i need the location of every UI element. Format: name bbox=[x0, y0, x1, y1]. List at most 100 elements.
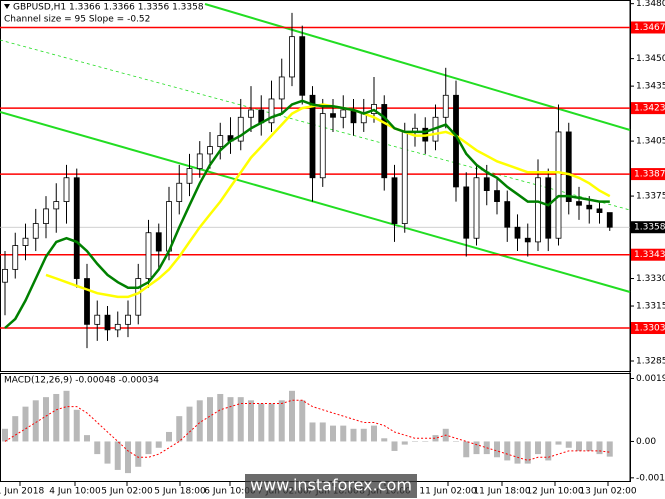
level-label: 1.3423 bbox=[634, 104, 665, 114]
level-label: 1.3303 bbox=[634, 324, 665, 334]
macd-bar bbox=[319, 422, 326, 442]
candle-body bbox=[125, 314, 131, 325]
macd-bar bbox=[432, 435, 439, 442]
level-label: 1.3387 bbox=[634, 170, 665, 180]
candle-body bbox=[268, 98, 275, 124]
candle-body bbox=[596, 208, 603, 213]
candle-body bbox=[237, 116, 244, 142]
macd-bar bbox=[278, 400, 285, 442]
macd-bar bbox=[2, 428, 8, 442]
header-channel: Channel size = 95 Slope = -0.52 bbox=[4, 15, 150, 25]
macd-bar bbox=[22, 406, 29, 442]
candle-body bbox=[545, 177, 552, 239]
channel-upper bbox=[204, 3, 631, 131]
x-tick-label: 5 Jun 18:00 bbox=[154, 487, 206, 497]
candle-body bbox=[483, 177, 490, 191]
candle-body bbox=[186, 168, 193, 184]
macd-bar bbox=[381, 438, 388, 442]
candle-body bbox=[104, 314, 111, 331]
macd-bar bbox=[371, 425, 377, 442]
macd-bar bbox=[237, 397, 244, 442]
candle-body bbox=[278, 76, 285, 100]
x-tick-label: 1 Jun 2018 bbox=[0, 487, 44, 497]
macd-bar bbox=[545, 441, 552, 461]
candle-body bbox=[145, 232, 152, 279]
candle-body bbox=[524, 237, 531, 243]
macd-bar bbox=[258, 403, 265, 442]
last-price-bg bbox=[631, 221, 665, 234]
macd-bar bbox=[207, 397, 213, 442]
macd-bar bbox=[63, 390, 70, 442]
macd-bar bbox=[555, 441, 562, 445]
x-tick-label: 13 Jun 02:00 bbox=[579, 487, 636, 497]
macd-bar bbox=[135, 441, 142, 467]
macd-bar bbox=[473, 441, 480, 455]
candle-body bbox=[84, 278, 90, 325]
level-label-bg bbox=[631, 102, 665, 115]
candle-body bbox=[535, 177, 541, 243]
candle-body bbox=[299, 36, 306, 96]
plot bbox=[2, 12, 613, 349]
level-label-bg bbox=[631, 248, 665, 261]
candle-body bbox=[401, 131, 408, 224]
candle-body bbox=[381, 104, 388, 179]
candle-body bbox=[555, 131, 562, 239]
candle-body bbox=[504, 201, 511, 228]
macd-bar bbox=[166, 431, 172, 442]
watermark: www.instaforex.com bbox=[250, 476, 412, 495]
candle-body bbox=[606, 212, 613, 228]
candle-body bbox=[176, 182, 183, 202]
level-label-bg bbox=[631, 322, 665, 335]
candle-body bbox=[289, 36, 295, 78]
macd-bar bbox=[53, 393, 60, 442]
candle-body bbox=[391, 177, 398, 224]
candle-body bbox=[43, 208, 49, 224]
candle-body bbox=[576, 201, 582, 206]
macd-bar bbox=[524, 441, 531, 464]
macd-bar bbox=[596, 441, 603, 455]
macd-bar bbox=[350, 428, 357, 442]
macd-bar bbox=[43, 397, 49, 442]
macd-bar bbox=[565, 441, 572, 448]
macd-bar bbox=[535, 441, 541, 455]
macd-bar bbox=[125, 441, 131, 474]
last-price-label: 1.3358 bbox=[634, 223, 665, 233]
macd-y-tick-label: -0.00115 bbox=[636, 473, 665, 483]
macd-bar bbox=[463, 441, 470, 458]
macd-label: MACD(12,26,9) -0.00048 -0.00034 bbox=[4, 376, 159, 386]
candle-body bbox=[207, 146, 213, 155]
candle-body bbox=[514, 226, 521, 239]
candle-body bbox=[63, 177, 70, 202]
macd-bar bbox=[330, 425, 336, 442]
level-label: 1.3343 bbox=[634, 250, 665, 260]
macd-bar bbox=[12, 416, 19, 442]
candle-body bbox=[309, 94, 316, 179]
price-axis: 1.34801.34651.34501.34351.34051.33751.33… bbox=[630, 0, 665, 483]
macd-bar bbox=[227, 397, 234, 442]
macd-bar bbox=[32, 400, 39, 442]
candle-body bbox=[463, 186, 470, 239]
macd-bar bbox=[289, 390, 295, 442]
macd-bar bbox=[422, 441, 429, 442]
x-tick-label: 6 Jun 10:00 bbox=[204, 487, 256, 497]
watermark-bg bbox=[245, 474, 417, 498]
x-tick-label: 12 Jun 10:00 bbox=[526, 487, 583, 497]
y-tick-label: 1.3405 bbox=[636, 137, 665, 147]
level-label-bg bbox=[631, 168, 665, 181]
y-tick-label: 1.3315 bbox=[636, 302, 665, 312]
macd-bar bbox=[268, 403, 275, 442]
macd-bar bbox=[453, 441, 459, 442]
macd-bar bbox=[84, 435, 90, 442]
x-tick-label: 4 Jun 10:00 bbox=[49, 487, 101, 497]
candle-body bbox=[2, 268, 8, 283]
candle-body bbox=[330, 113, 336, 118]
macd-bar bbox=[299, 400, 306, 442]
macd-bar bbox=[73, 409, 80, 442]
macd-bar bbox=[401, 441, 408, 445]
macd-bar bbox=[494, 441, 500, 458]
macd-bar bbox=[104, 441, 111, 464]
candle-body bbox=[53, 201, 60, 210]
candle-body bbox=[565, 131, 572, 202]
